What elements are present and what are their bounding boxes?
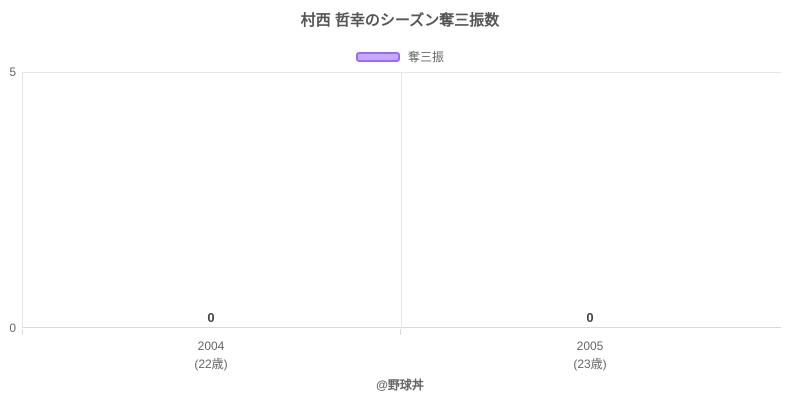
- x-axis-tick: [22, 329, 23, 335]
- data-label-2005: 0: [586, 310, 594, 325]
- legend-swatch-icon: [355, 51, 400, 62]
- x-axis-category-2005: 2005 (23歳): [520, 337, 660, 373]
- x-axis-gridline: [401, 73, 402, 329]
- legend-item[interactable]: 奪三振: [0, 48, 800, 65]
- y-axis-tick-min: 0: [9, 321, 16, 335]
- chart-title: 村西 哲幸のシーズン奪三振数: [300, 12, 500, 29]
- category-age-label: (23歳): [573, 357, 607, 371]
- footer-credit: @野球丼: [376, 378, 424, 392]
- x-axis-category-2004: 2004 (22歳): [141, 337, 281, 373]
- legend-label: 奪三振: [407, 50, 444, 64]
- y-axis-tick-max: 5: [9, 65, 16, 79]
- x-axis-tick: [400, 329, 401, 335]
- category-year-label: 2005: [576, 339, 604, 353]
- plot-area: [22, 72, 781, 329]
- data-label-2004: 0: [207, 310, 215, 325]
- category-year-label: 2004: [197, 339, 225, 353]
- category-age-label: (22歳): [194, 357, 228, 371]
